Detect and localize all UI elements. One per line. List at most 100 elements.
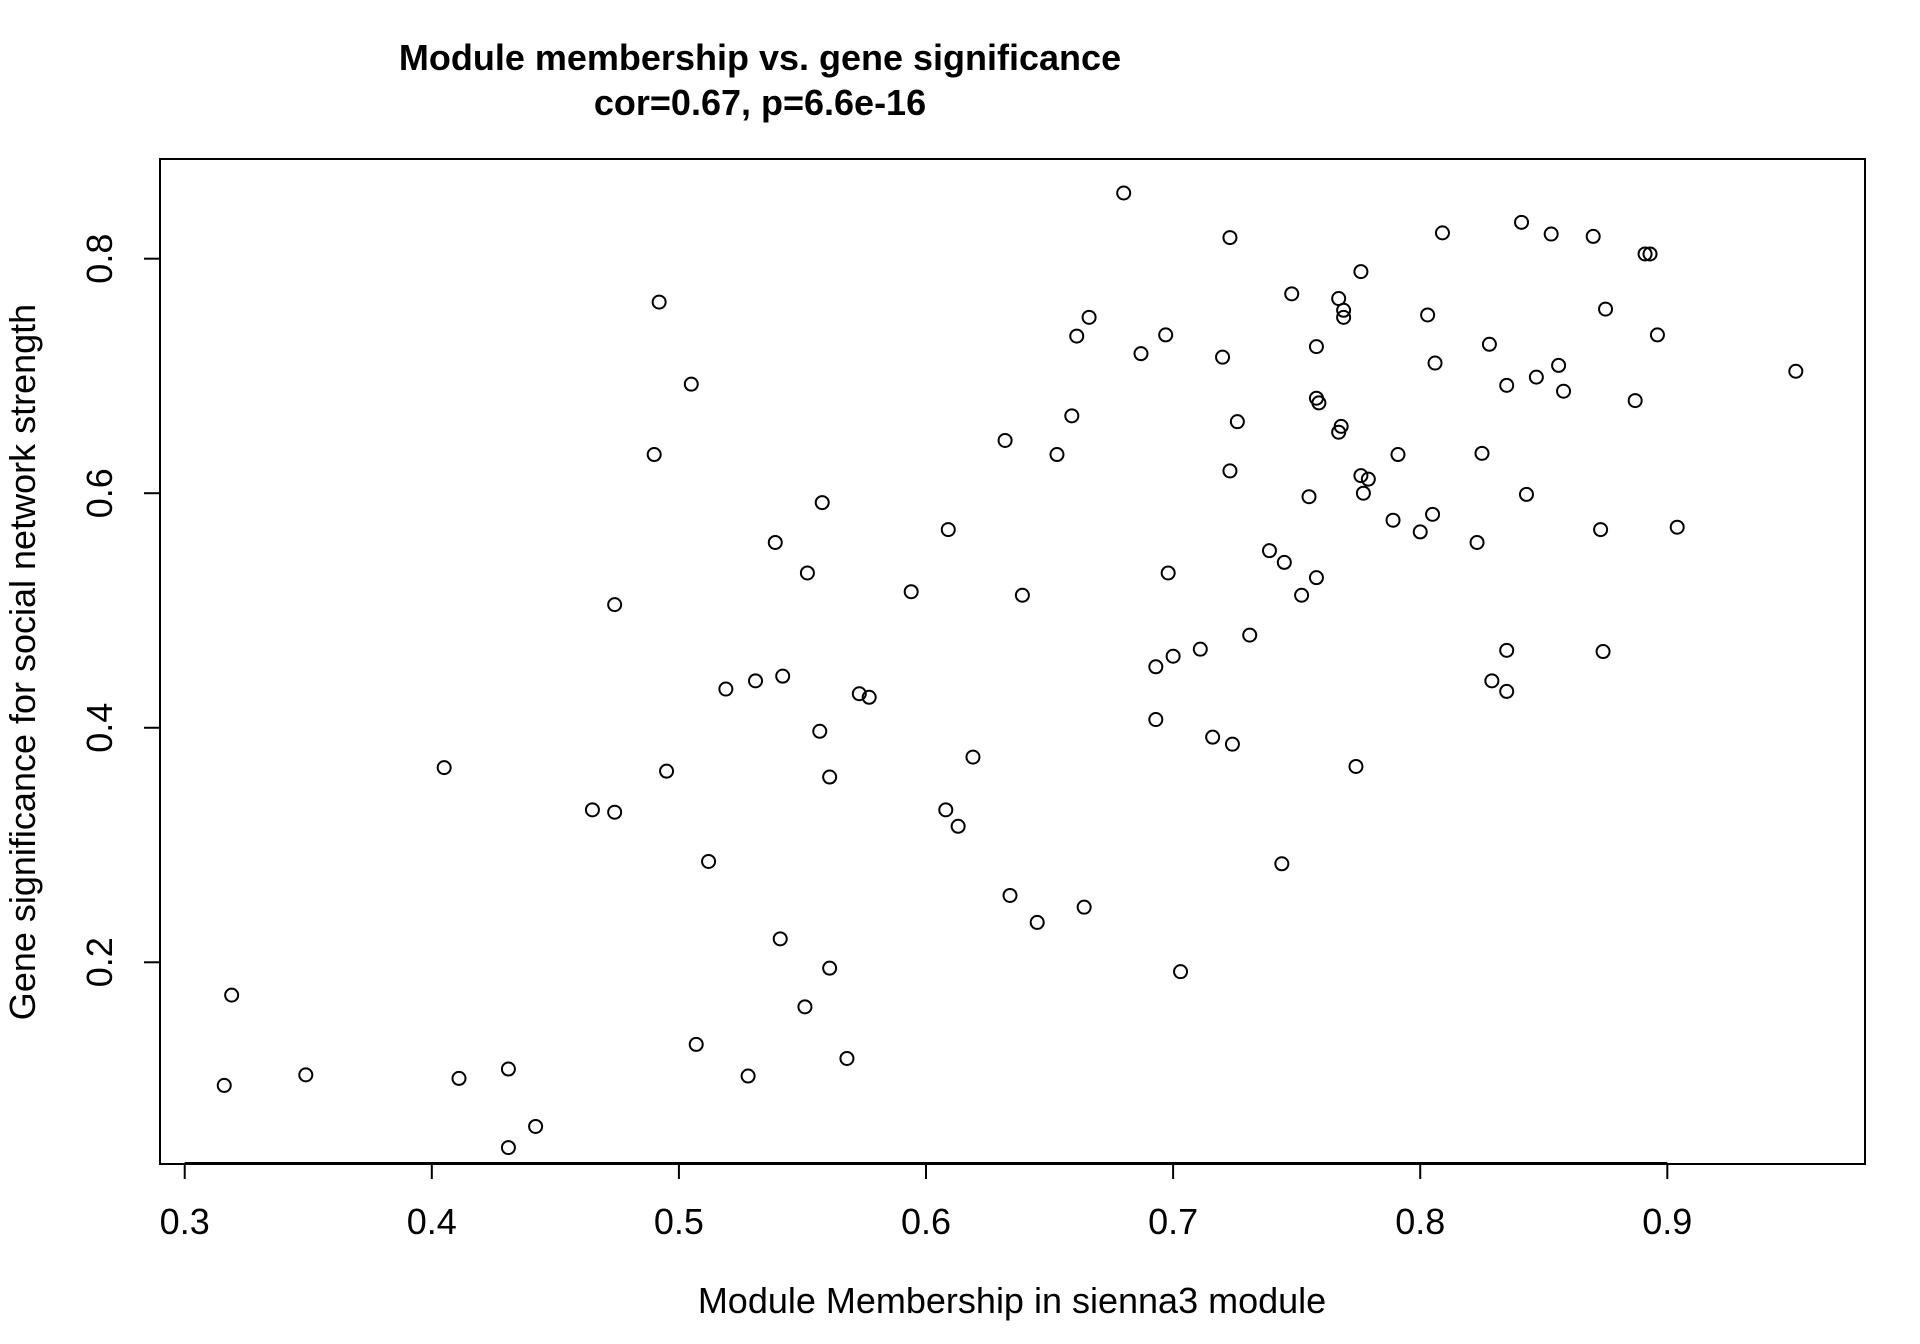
data-point [216,1077,232,1093]
data-point [1294,587,1310,603]
data-point [500,1140,516,1156]
data-point [1499,683,1515,699]
data-point [1420,307,1436,323]
data-point [1642,246,1658,262]
data-point [1333,418,1349,434]
data-point [1499,377,1515,393]
data-point [688,1036,704,1052]
data-point [1385,512,1401,528]
data-point [1353,468,1369,484]
data-point [1481,336,1497,352]
data-point [903,584,919,600]
x-tick-label: 0.3 [160,1201,210,1242]
data-point [1158,327,1174,343]
data-point [1593,522,1609,538]
x-axis-label: Module Membership in sienna3 module [698,1280,1326,1321]
data-point [938,802,954,818]
data-point [1049,447,1065,463]
data-point [1205,729,1221,745]
data-point [1669,519,1685,535]
data-point [1224,736,1240,752]
x-axis: 0.3 0.4 0.5 0.6 0.7 0.8 0.9 [160,1162,1692,1242]
data-point [1514,214,1530,230]
data-point [1160,565,1176,581]
data-point [1173,964,1189,980]
plot-area-border [159,158,1866,1165]
data-point [965,749,981,765]
data-point [1064,408,1080,424]
data-point [224,987,240,1003]
data-point [1518,486,1534,502]
data-point [1551,357,1567,373]
data-point [1649,327,1665,343]
data-point [1148,659,1164,675]
x-tick-label: 0.6 [901,1201,951,1242]
data-point [1355,485,1371,501]
data-points [216,185,1804,1156]
data-point [1528,369,1544,385]
data-point [1076,899,1092,915]
data-point [1595,644,1611,660]
data-point [683,376,699,392]
data-point [1029,914,1045,930]
data-point [451,1070,467,1086]
data-point [1284,286,1300,302]
data-point [1222,230,1238,246]
data-point [528,1118,544,1134]
data-point [1484,673,1500,689]
data-point [1301,489,1317,505]
data-point [1133,346,1149,362]
data-point [822,769,838,785]
data-point [822,960,838,976]
data-point [1543,226,1559,242]
data-point [812,723,828,739]
data-point [775,668,791,684]
data-point [1165,648,1181,664]
chart-subtitle: cor=0.67, p=6.6e-16 [594,82,926,123]
data-point [1425,506,1441,522]
data-point [740,1068,756,1084]
data-point [1499,642,1515,658]
data-point [1116,185,1132,201]
data-point [1353,264,1369,280]
y-axis-label: Gene significance for social network str… [2,304,43,1020]
data-point [1556,383,1572,399]
data-point [1360,471,1376,487]
data-point [584,802,600,818]
data-point [1222,463,1238,479]
data-point [851,686,867,702]
data-point [701,853,717,869]
data-point [1215,349,1231,365]
data-point [1014,587,1030,603]
data-point [997,432,1013,448]
data-point [1412,524,1428,540]
data-point [1469,534,1485,550]
x-tick-label: 0.7 [1148,1201,1198,1242]
y-tick-label: 0.2 [79,937,120,987]
data-point [861,689,877,705]
data-point [1274,856,1290,872]
data-point [1192,641,1208,657]
data-point [1788,363,1804,379]
data-point [1348,758,1364,774]
chart-title: Module membership vs. gene significance [399,37,1121,78]
data-point [1311,395,1327,411]
data-point [1427,355,1443,371]
data-point [1390,447,1406,463]
data-point [500,1061,516,1077]
data-point [1002,887,1018,903]
x-tick-label: 0.9 [1642,1201,1692,1242]
data-point [950,818,966,834]
data-point [1242,627,1258,643]
data-point [1627,393,1643,409]
data-point [646,447,662,463]
data-point [767,534,783,550]
data-point [772,931,788,947]
data-point [1308,570,1324,586]
y-tick-label: 0.6 [79,468,120,518]
y-tick-label: 0.4 [79,703,120,753]
data-point [797,999,813,1015]
data-point [1585,228,1601,244]
x-tick-label: 0.8 [1395,1201,1445,1242]
